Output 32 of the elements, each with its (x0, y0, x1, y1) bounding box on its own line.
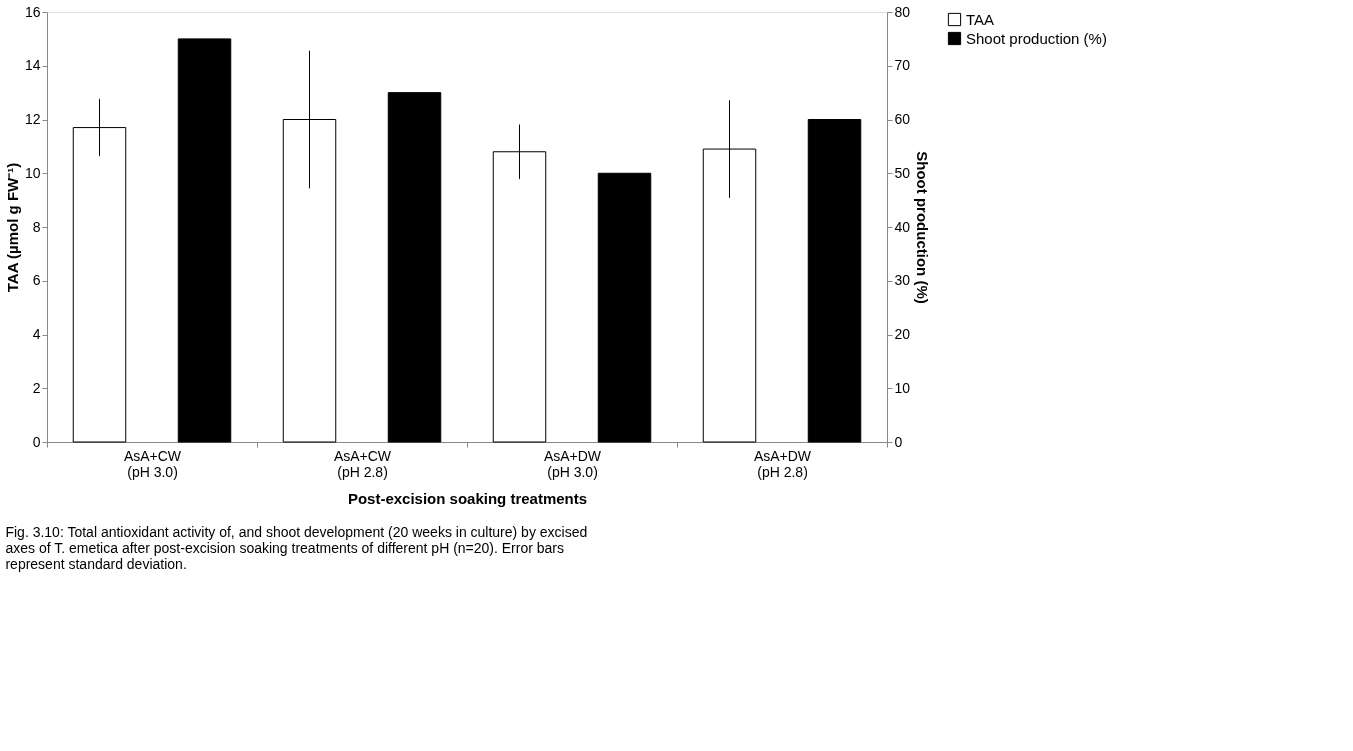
x-tick-label: AsA+CW (pH 3.0) (123, 447, 182, 480)
bar (387, 92, 442, 443)
x-tick-label: AsA+DW (pH 3.0) (543, 447, 602, 480)
y-tick-label: 6 (32, 272, 41, 289)
y-tick-label: 4 (32, 326, 41, 342)
y2-tick-label: 70 (894, 57, 911, 74)
bar (177, 38, 232, 443)
y2-tick-label: 40 (894, 218, 911, 235)
legend-label: Shoot production (%) (966, 29, 1107, 47)
x-axis-title: Post-excision soaking treatments (347, 489, 588, 507)
y-tick-label: 16 (24, 3, 41, 20)
y-tick-label: 2 (32, 379, 41, 396)
x-tick-label: AsA+CW (pH 2.8) (333, 447, 392, 480)
y2-tick-label: 80 (894, 3, 911, 20)
y-tick-label: 0 (32, 433, 41, 450)
x-tick-label: AsA+DW (pH 2.8) (753, 447, 812, 480)
y2-axis-title: Shoot production (%) (914, 151, 932, 304)
bar (597, 172, 652, 443)
y2-tick-label: 10 (894, 379, 911, 396)
y-tick-label: 8 (32, 218, 41, 235)
y2-tick-label: 0 (894, 433, 903, 450)
y2-tick-label: 50 (894, 164, 911, 181)
y2-tick-label: 60 (894, 111, 911, 127)
y2-tick-label: 30 (894, 272, 911, 289)
y2-tick-label: 20 (894, 326, 911, 342)
y-axis-title: TAA (µmol g FW⁻¹) (3, 162, 21, 293)
y-tick-label: 14 (24, 57, 41, 74)
y-tick-label: 12 (24, 111, 41, 127)
bar (807, 119, 862, 443)
y-tick-label: 10 (24, 164, 41, 181)
legend-label: TAA (966, 10, 995, 28)
caption: Fig. 3.10: Total antioxidant activity of, and shoot development (20 weeks in culture) by excised axes of T. emetica after post-excision soaking treatments of different pH (n=20). Error bars represent standard deviation. (5, 524, 588, 572)
